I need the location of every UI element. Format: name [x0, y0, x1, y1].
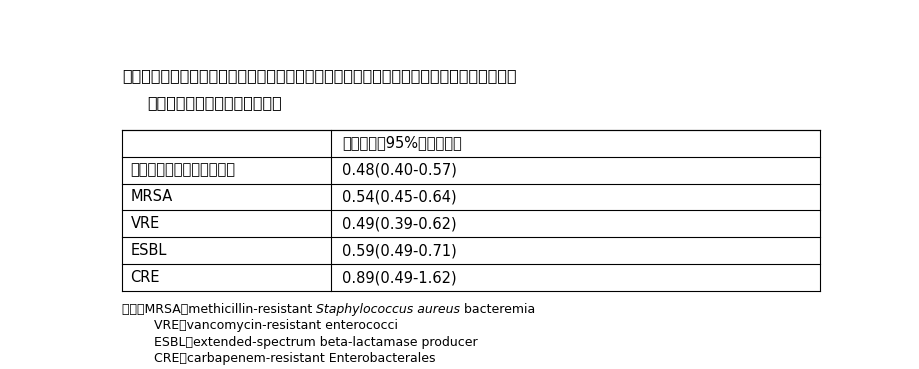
Text: VRE：vancomycin-resistant enterococci: VRE：vancomycin-resistant enterococci: [122, 319, 398, 332]
Text: オッズ比（95%信頼区間）: オッズ比（95%信頼区間）: [342, 135, 462, 151]
Text: bacteremia: bacteremia: [460, 303, 536, 316]
Text: VRE: VRE: [130, 217, 160, 231]
Text: 耐性菌（下記のいずれか）: 耐性菌（下記のいずれか）: [130, 162, 235, 177]
Text: MRSA: MRSA: [130, 190, 173, 204]
Text: 0.54(0.45-0.64): 0.54(0.45-0.64): [342, 190, 457, 204]
Text: 表：ナーシングホームと長期療養型急性期ケア病院での介入による耐性菌保菌のリスク低減: 表：ナーシングホームと長期療養型急性期ケア病院での介入による耐性菌保菌のリスク低…: [122, 68, 516, 83]
Text: 0.48(0.40-0.57): 0.48(0.40-0.57): [342, 162, 457, 177]
Text: ESBL：extended-spectrum beta-lactamase producer: ESBL：extended-spectrum beta-lactamase pr…: [122, 336, 478, 349]
Text: （多変量ロジスティック解析）: （多変量ロジスティック解析）: [147, 94, 282, 110]
Text: 0.49(0.39-0.62): 0.49(0.39-0.62): [342, 217, 457, 231]
Text: 0.59(0.49-0.71): 0.59(0.49-0.71): [342, 244, 457, 259]
Text: 註釈　MRSA：methicillin-resistant: 註釈 MRSA：methicillin-resistant: [122, 303, 316, 316]
Text: ESBL: ESBL: [130, 244, 167, 259]
Text: CRE: CRE: [130, 270, 160, 286]
Text: CRE：carbapenem-resistant Enterobacterales: CRE：carbapenem-resistant Enterobacterale…: [122, 352, 436, 365]
Text: 0.89(0.49-1.62): 0.89(0.49-1.62): [342, 270, 457, 286]
Text: Staphylococcus aureus: Staphylococcus aureus: [316, 303, 460, 316]
